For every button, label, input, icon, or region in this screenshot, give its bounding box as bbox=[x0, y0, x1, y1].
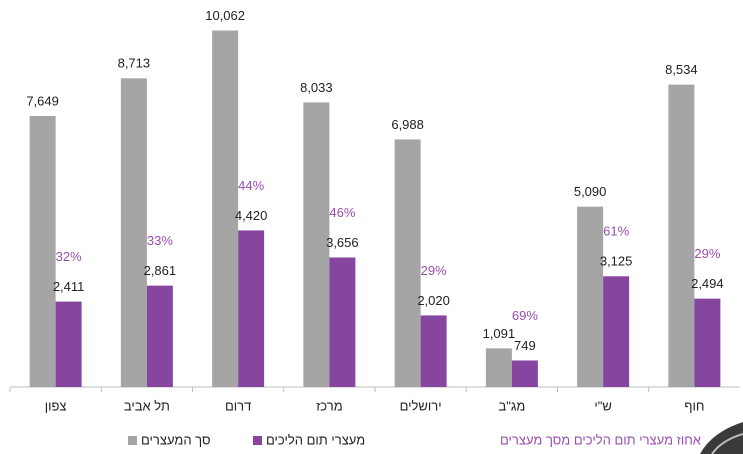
x-tick-label: תל אביב bbox=[124, 398, 170, 413]
x-tick-label: מג"ב bbox=[498, 398, 525, 413]
percent-label: 29% bbox=[694, 246, 720, 261]
value-label: 2,411 bbox=[53, 279, 85, 294]
value-label: 8,713 bbox=[118, 56, 151, 71]
value-label: 749 bbox=[514, 338, 536, 353]
bar bbox=[420, 315, 447, 387]
bar bbox=[577, 206, 604, 387]
bar bbox=[212, 30, 239, 388]
bar bbox=[603, 276, 630, 387]
bar bbox=[668, 84, 695, 387]
value-label: 8,033 bbox=[300, 80, 333, 95]
x-tick-label: מרכז bbox=[316, 398, 343, 413]
bar bbox=[394, 139, 421, 387]
bar bbox=[29, 116, 56, 387]
legend-label: מעצרי תום הליכים bbox=[266, 432, 365, 447]
bar bbox=[694, 298, 721, 387]
value-label: 3,656 bbox=[326, 235, 359, 250]
value-label: 2,861 bbox=[144, 263, 177, 278]
bar bbox=[55, 301, 82, 387]
value-label: 2,020 bbox=[417, 293, 450, 308]
value-label: 3,125 bbox=[600, 254, 633, 269]
x-tick-label: חוף bbox=[684, 398, 704, 413]
value-label: 2,494 bbox=[691, 276, 724, 291]
percent-label: 44% bbox=[238, 178, 264, 193]
bar bbox=[238, 230, 265, 387]
value-label: 6,988 bbox=[391, 117, 424, 132]
bar bbox=[485, 348, 512, 387]
bar bbox=[329, 257, 356, 387]
x-tick-label: צפון bbox=[45, 398, 67, 413]
value-label: 4,420 bbox=[235, 208, 268, 223]
bar bbox=[146, 285, 173, 387]
percent-label: 33% bbox=[147, 233, 173, 248]
bar bbox=[303, 102, 330, 387]
percent-label: 61% bbox=[603, 224, 629, 239]
percent-label: 46% bbox=[329, 205, 355, 220]
value-label: 7,649 bbox=[26, 93, 59, 108]
bar bbox=[511, 360, 538, 387]
legend-label: אחוז מעצרי תום הליכים מסך מעצרים bbox=[500, 432, 701, 447]
corner-decoration bbox=[700, 422, 743, 454]
value-label: 1,091 bbox=[483, 326, 516, 341]
x-tick-label: דרום bbox=[225, 398, 251, 413]
bar bbox=[120, 78, 147, 388]
percent-label: 32% bbox=[56, 249, 82, 264]
value-label: 8,534 bbox=[665, 62, 698, 77]
percent-label: 29% bbox=[421, 263, 447, 278]
x-tick-label: ירושלים bbox=[400, 398, 442, 413]
legend-label: סך המעצרים bbox=[141, 432, 211, 447]
legend-swatch bbox=[128, 436, 137, 445]
percent-label: 69% bbox=[512, 308, 538, 323]
legend-swatch bbox=[253, 436, 262, 445]
corner-decoration-line bbox=[711, 433, 743, 454]
value-label: 10,062 bbox=[205, 8, 245, 23]
value-label: 5,090 bbox=[574, 184, 607, 199]
x-tick-label: ש"י bbox=[594, 398, 611, 413]
